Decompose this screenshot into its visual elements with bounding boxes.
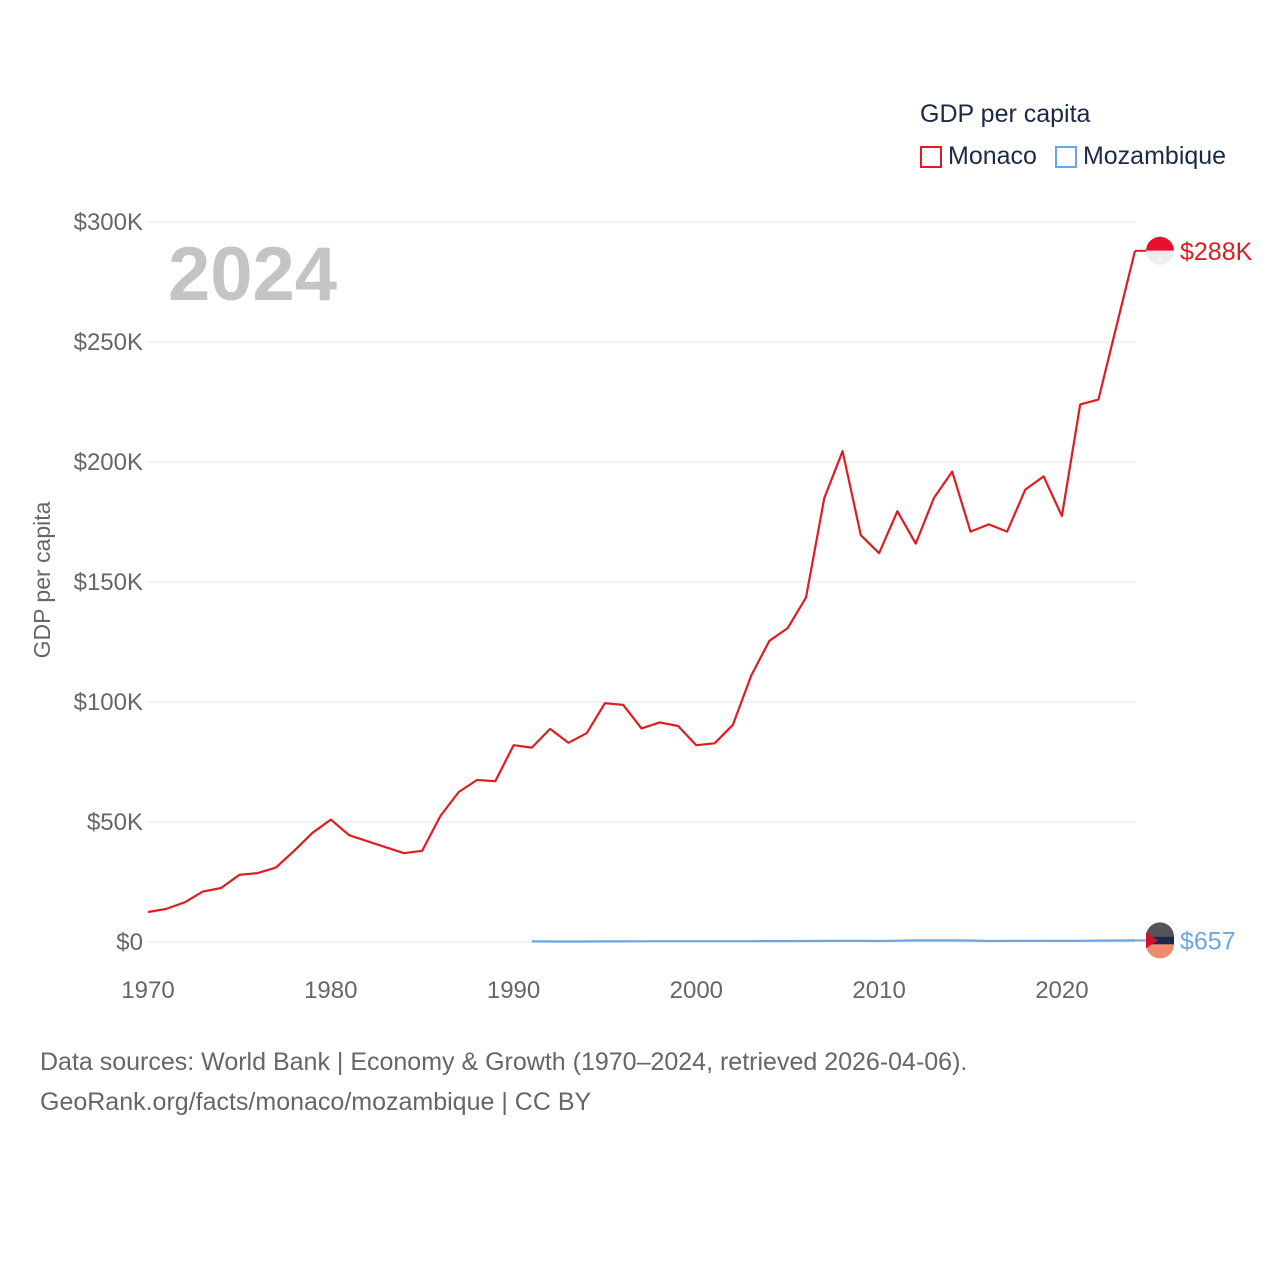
y-tick-label: $300K bbox=[74, 209, 143, 236]
legend-label-monaco: Monaco bbox=[948, 142, 1037, 170]
legend-item-monaco[interactable]: Monaco bbox=[920, 142, 1037, 171]
x-tick-label: 2010 bbox=[852, 977, 905, 1004]
y-tick-label: $0 bbox=[116, 929, 143, 956]
mozambique-flag-icon bbox=[1146, 922, 1174, 959]
sources-line: Data sources: World Bank | Economy & Gro… bbox=[40, 1048, 968, 1076]
y-tick-label: $200K bbox=[74, 449, 143, 476]
series-line-monaco bbox=[147, 250, 1137, 914]
x-tick-label: 1970 bbox=[121, 977, 174, 1004]
end-label-monaco: $288K bbox=[1180, 238, 1253, 266]
data-sources: Data sources: World Bank | Economy & Gro… bbox=[40, 1042, 967, 1122]
legend-label-mozambique: Mozambique bbox=[1082, 142, 1227, 170]
year-display: 2024 bbox=[168, 232, 337, 317]
y-tick-label: $50K bbox=[87, 809, 143, 836]
y-axis-ticks: $0 $50K $100K $150K $200K $250K $300K bbox=[74, 209, 143, 956]
y-tick-label: $150K bbox=[74, 569, 143, 596]
monaco-flag-icon bbox=[1146, 236, 1174, 265]
gridlines bbox=[148, 221, 1135, 943]
legend-swatch-mozambique bbox=[1054, 145, 1077, 168]
series-line-mozambique bbox=[531, 939, 1136, 943]
legend-item-mozambique[interactable]: Mozambique bbox=[1054, 142, 1227, 171]
y-tick-label: $100K bbox=[74, 689, 143, 716]
x-tick-label: 2020 bbox=[1035, 977, 1088, 1004]
series-group bbox=[147, 250, 1137, 943]
y-tick-label: $250K bbox=[74, 329, 143, 356]
legend-swatch-monaco bbox=[920, 145, 942, 168]
x-tick-label: 1990 bbox=[487, 977, 540, 1004]
end-label-mozambique: $657 bbox=[1180, 927, 1236, 955]
y-axis-label: GDP per capita bbox=[29, 501, 55, 658]
x-tick-label: 1980 bbox=[304, 977, 357, 1004]
license-line: GeoRank.org/facts/monaco/mozambique | CC… bbox=[40, 1088, 592, 1116]
x-axis-ticks: 1970 1980 1990 2000 2010 2020 bbox=[121, 977, 1088, 1004]
legend-title: GDP per capita bbox=[920, 100, 1091, 128]
x-tick-label: 2000 bbox=[670, 977, 723, 1004]
legend: Monaco Mozambique bbox=[920, 142, 1244, 171]
end-markers: $288K $657 bbox=[1135, 236, 1253, 959]
